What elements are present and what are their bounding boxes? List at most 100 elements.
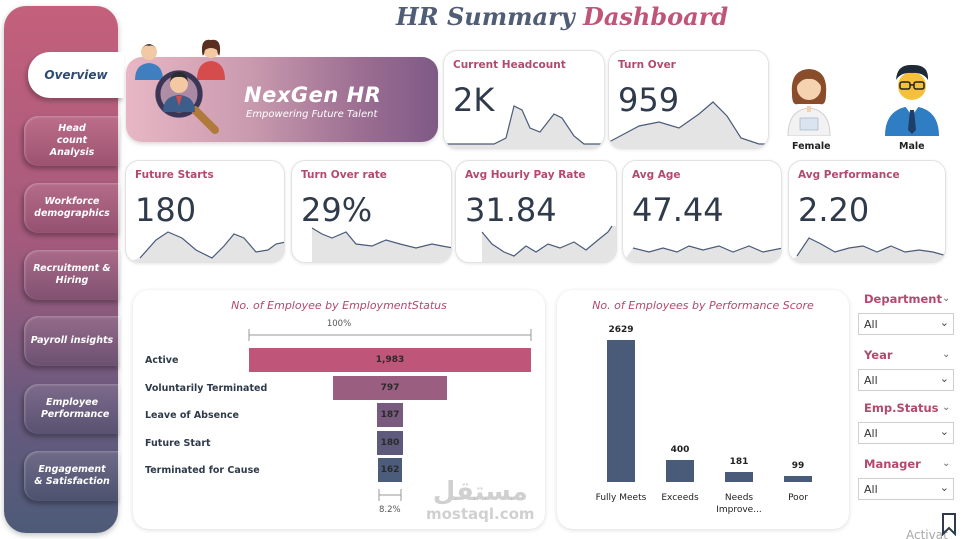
top-pct-label: 100% [326, 319, 352, 329]
slicer-label-emp-status: Emp.Status [864, 401, 939, 415]
nav-item-employee-performance[interactable]: Employee Performance [24, 384, 120, 434]
funnel-bar[interactable] [376, 403, 404, 427]
sparkline [623, 245, 781, 262]
column-bar[interactable] [725, 472, 753, 482]
chevron-down-icon[interactable]: ⌄ [942, 458, 951, 469]
slicer-label-manager: Manager [864, 457, 921, 471]
kpi-value: 2.20 [798, 191, 870, 229]
bookmark-icon[interactable] [940, 512, 958, 536]
page-title: HR Summary Dashboard [396, 2, 728, 34]
brand-tagline: Empowering Future Talent [246, 109, 378, 120]
funnel-bar[interactable] [378, 458, 402, 482]
column-category-label: Exceeds [661, 493, 699, 503]
slicer-emp-status[interactable]: All ⌄ [858, 422, 954, 444]
male-label: Male [899, 141, 925, 152]
female-icon [787, 69, 831, 136]
funnel-category-label: Voluntarily Terminated [145, 382, 268, 394]
sparkline [444, 105, 604, 148]
column-category-label: Fully Meets [595, 493, 647, 503]
nav-item-label: Payroll insights [30, 335, 114, 346]
nav-item-label: Workforce demographics [34, 196, 110, 219]
nav-item-payroll-insights[interactable]: Payroll insights [24, 316, 120, 366]
funnel-value-label: 180 [380, 437, 400, 448]
kpi-label: Current Headcount [453, 59, 566, 71]
nav-item-engagement-satisfaction[interactable]: Engagement & Satisfaction [24, 451, 120, 501]
funnel-value-label: 1,983 [375, 355, 405, 365]
chevron-down-icon: ⌄ [939, 481, 949, 494]
brand-name: NexGen HR [244, 83, 382, 107]
slicer-department[interactable]: All ⌄ [858, 313, 954, 335]
slicer-value: All [864, 483, 878, 496]
slicer-value: All [864, 427, 878, 440]
column-value-label: 99 [791, 461, 805, 471]
nav-item-overview[interactable]: Overview [28, 52, 124, 98]
column-bar[interactable] [784, 476, 812, 482]
nav-item-label: Head count Analysis [49, 123, 95, 158]
sparkline [311, 227, 451, 262]
kpi-label: Avg Hourly Pay Rate [465, 169, 586, 181]
kpi-value: 180 [135, 191, 197, 229]
nav-item-head-count-analysis[interactable]: Head count Analysis [24, 116, 120, 166]
watermark-arabic: مستقل [432, 477, 528, 507]
kpi-label: Turn Over rate [301, 169, 387, 181]
funnel-bar[interactable] [333, 375, 447, 400]
column-value-label: 400 [670, 445, 690, 456]
kpi-value: 47.44 [632, 191, 724, 229]
kpi-card-headcount[interactable]: Current Headcount 2K [443, 50, 605, 149]
chevron-down-icon[interactable]: ⌄ [942, 349, 951, 360]
slicer-year[interactable]: All ⌄ [858, 369, 954, 391]
column-value-label: 181 [729, 457, 749, 468]
watermark-latin: mostaql.com [426, 505, 535, 523]
performance-score-chart[interactable]: No. of Employees by Performance Score 26… [557, 290, 849, 529]
kpi-card-avg-performance[interactable]: Avg Performance 2.20 [788, 160, 946, 263]
kpi-card-turnover-rate[interactable]: Turn Over rate 29% [291, 160, 452, 263]
kpi-card-avg-hourly-pay[interactable]: Avg Hourly Pay Rate 31.84 [455, 160, 617, 263]
column-category-label: Poor [788, 493, 808, 503]
slicer-value: All [864, 318, 878, 331]
funnel-value-label: 162 [380, 465, 400, 475]
kpi-card-avg-age[interactable]: Avg Age 47.44 [622, 160, 782, 263]
kpi-card-turnover[interactable]: Turn Over 959 [608, 50, 769, 149]
activate-windows-text: Activat [906, 528, 948, 539]
funnel-value-label: 797 [380, 382, 400, 393]
column-bar[interactable] [666, 460, 694, 482]
chart-title: No. of Employees by Performance Score [592, 299, 814, 312]
kpi-label: Avg Age [632, 169, 681, 181]
column-value-label: 2629 [608, 325, 634, 335]
sparkline [609, 101, 768, 148]
funnel-category-label: Leave of Absence [145, 410, 239, 421]
funnel-bar[interactable] [377, 430, 403, 455]
nav-item-label: Recruitment & Hiring [33, 263, 111, 286]
chevron-down-icon[interactable]: ⌄ [942, 402, 951, 413]
funnel-category-label: Terminated for Cause [145, 465, 260, 476]
kpi-label: Avg Performance [798, 169, 900, 181]
team-magnifier-icon [135, 39, 225, 134]
nav-item-recruitment-hiring[interactable]: Recruitment & Hiring [24, 250, 120, 300]
male-icon [885, 64, 939, 136]
page-title-part1: HR Summary [396, 2, 575, 31]
kpi-value: 31.84 [465, 191, 557, 229]
nav-item-label: Overview [44, 68, 108, 82]
female-label: Female [792, 141, 831, 152]
funnel-value-label: 187 [380, 410, 400, 420]
chevron-down-icon[interactable]: ⌄ [942, 293, 951, 304]
kpi-card-future-starts[interactable]: Future Starts 180 [125, 160, 285, 263]
nav-item-label: Engagement & Satisfaction [34, 464, 110, 487]
sidebar-nav: Overview Head count Analysis Workforce d… [4, 6, 124, 533]
funnel-bottom-bracket [378, 489, 402, 501]
page-title-part2: Dashboard [583, 2, 729, 31]
funnel-bar[interactable] [249, 348, 531, 372]
employment-status-chart[interactable]: No. of Employee by EmploymentStatus 100%… [133, 290, 545, 529]
nav-item-workforce-demographics[interactable]: Workforce demographics [24, 183, 120, 233]
slicer-manager[interactable]: All ⌄ [858, 478, 954, 500]
funnel-category-label: Future Start [145, 437, 211, 449]
sparkline [481, 225, 616, 262]
slicer-value: All [864, 374, 878, 387]
chevron-down-icon: ⌄ [939, 425, 949, 438]
chart-title: No. of Employee by EmploymentStatus [231, 299, 447, 312]
bottom-pct-label: 8.2% [379, 505, 401, 515]
slicer-label-department: Department [864, 292, 942, 306]
kpi-label: Turn Over [618, 59, 676, 71]
funnel-category-label: Active [145, 355, 179, 366]
column-bar[interactable] [607, 340, 635, 482]
